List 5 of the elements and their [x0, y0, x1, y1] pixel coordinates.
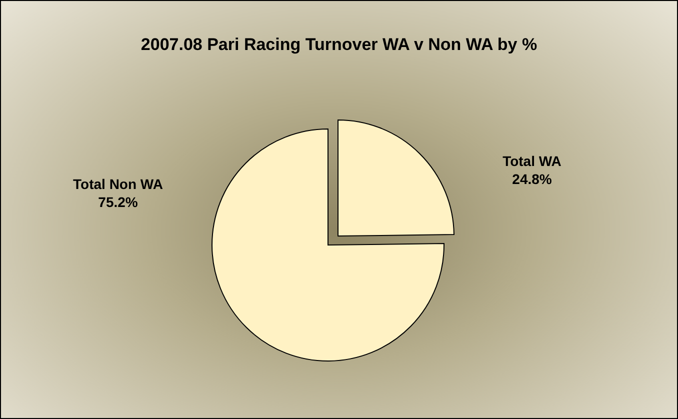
- data-label: 75.2%: [98, 194, 138, 210]
- slice-label: Total WA: [502, 153, 562, 169]
- slice-label: Total Non WA: [73, 176, 163, 192]
- chart-title: 2007.08 Pari Racing Turnover WA v Non WA by %: [140, 35, 538, 54]
- data-label: 24.8%: [512, 171, 552, 187]
